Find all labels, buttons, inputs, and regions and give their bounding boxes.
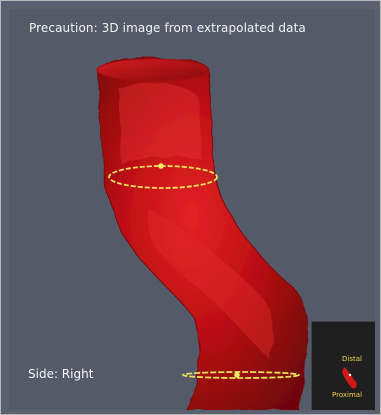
extrapolation-warning: Precaution: 3D image from extrapolated d… (29, 21, 306, 35)
measurement-ring-upper[interactable] (108, 163, 218, 189)
side-indicator: Side: Right (28, 367, 94, 381)
vessel-3d-model[interactable] (9, 9, 375, 410)
orientation-widget: Distal Proximal (311, 321, 375, 410)
orientation-vessel-icon (342, 367, 357, 389)
ring-handle-lower[interactable] (234, 372, 240, 378)
vessel-surface (96, 57, 308, 410)
measurement-ring-lower[interactable] (182, 371, 300, 379)
orientation-proximal-label: Proximal (332, 391, 363, 399)
ring-handle-upper[interactable] (158, 163, 164, 169)
orientation-distal-label: Distal (342, 355, 362, 363)
3d-viewport[interactable]: Precaution: 3D image from extrapolated d… (9, 9, 375, 410)
